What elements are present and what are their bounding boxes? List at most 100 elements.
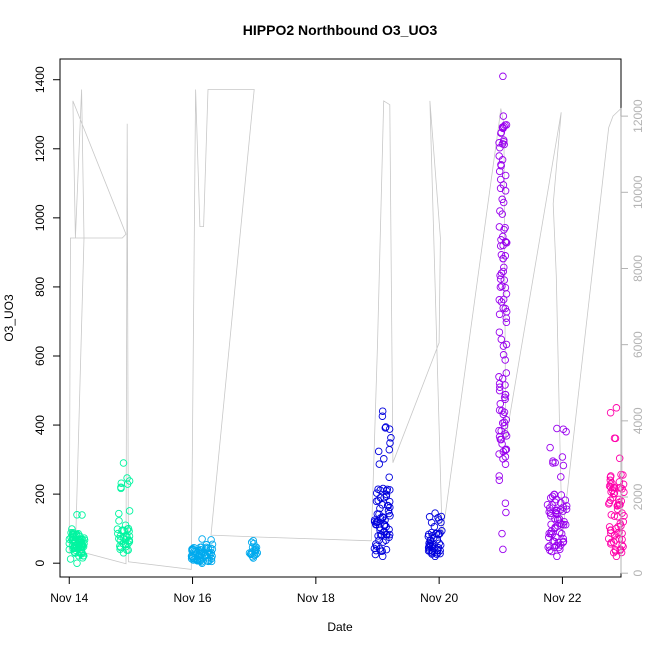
data-point	[113, 525, 122, 533]
data-point	[378, 501, 387, 509]
data-point	[372, 542, 381, 550]
data-point	[66, 555, 75, 563]
data-point	[499, 447, 508, 456]
data-point	[499, 351, 508, 359]
data-point	[378, 552, 387, 561]
x-tick-label: Nov 14	[50, 591, 88, 605]
data-point	[553, 510, 561, 519]
data-point	[501, 395, 509, 403]
data-point	[543, 500, 552, 509]
data-point	[499, 410, 508, 419]
data-point	[431, 509, 439, 517]
data-point	[559, 538, 567, 547]
data-point	[562, 505, 571, 513]
data-point	[612, 524, 620, 533]
x-tick-label: Nov 16	[174, 591, 212, 605]
data-point	[561, 496, 570, 504]
data-point	[619, 480, 628, 489]
data-point	[249, 536, 258, 545]
data-point	[559, 425, 568, 433]
data-point	[386, 503, 394, 512]
data-point	[554, 515, 562, 524]
data-point	[378, 407, 387, 415]
data-point	[495, 310, 504, 319]
data-point	[374, 447, 383, 456]
data-point	[495, 406, 504, 414]
y2-tick-label: 10000	[631, 175, 645, 209]
data-point	[380, 493, 388, 502]
data-point	[495, 328, 504, 336]
y2-tick-label: 0	[631, 570, 645, 577]
series-flight-2	[187, 535, 262, 567]
data-point	[500, 136, 508, 144]
data-point	[496, 283, 505, 291]
data-point	[432, 529, 440, 538]
data-point	[70, 542, 79, 550]
data-point	[73, 559, 81, 567]
data-point	[606, 408, 615, 417]
data-point	[615, 478, 624, 486]
data-point	[385, 473, 393, 481]
data-point	[436, 541, 445, 549]
data-point	[502, 508, 510, 517]
data-point	[552, 533, 560, 542]
data-point	[605, 498, 614, 507]
data-point	[553, 424, 561, 433]
data-point	[496, 400, 505, 408]
data-point	[499, 545, 507, 554]
data-point	[559, 507, 567, 515]
data-point	[501, 252, 510, 260]
data-point	[501, 445, 510, 454]
data-point	[384, 507, 393, 515]
data-point	[615, 495, 623, 504]
data-point	[376, 526, 384, 535]
data-point	[117, 483, 125, 492]
data-point	[502, 318, 511, 327]
data-point	[549, 459, 557, 467]
data-point	[497, 269, 506, 277]
y2-tick-label: 8000	[631, 255, 645, 282]
y-tick-label: 1200	[33, 135, 47, 162]
data-point	[558, 453, 567, 461]
data-point	[611, 434, 620, 443]
data-point	[194, 557, 202, 565]
data-point	[381, 424, 390, 432]
data-point	[76, 543, 84, 552]
data-point	[616, 519, 624, 528]
data-point	[495, 296, 504, 304]
data-point	[499, 198, 508, 207]
data-point	[495, 373, 503, 381]
data-point	[499, 72, 507, 81]
data-point	[125, 532, 134, 540]
data-point	[435, 539, 443, 547]
data-point	[550, 543, 559, 552]
data-point	[501, 381, 509, 389]
data-point	[496, 275, 505, 283]
data-point	[496, 175, 505, 184]
altitude-line	[68, 89, 623, 570]
data-point	[545, 508, 553, 516]
data-point	[387, 434, 395, 442]
data-point	[552, 509, 560, 517]
data-point	[553, 552, 561, 561]
data-point	[115, 517, 123, 525]
data-point	[207, 557, 216, 566]
data-point	[554, 543, 563, 552]
data-point	[495, 472, 503, 480]
data-point	[501, 499, 510, 507]
data-point	[385, 425, 394, 433]
data-point	[119, 459, 128, 467]
data-point	[502, 238, 510, 246]
data-point	[74, 529, 83, 538]
data-point	[436, 529, 444, 537]
data-point	[607, 538, 616, 547]
data-point	[500, 408, 509, 417]
data-point	[612, 404, 621, 412]
data-point	[499, 124, 507, 133]
data-point	[617, 548, 626, 557]
y2-tick-label: 6000	[631, 331, 645, 358]
altitude-line-layer	[68, 89, 623, 570]
data-point	[425, 542, 433, 551]
data-point	[495, 476, 504, 484]
